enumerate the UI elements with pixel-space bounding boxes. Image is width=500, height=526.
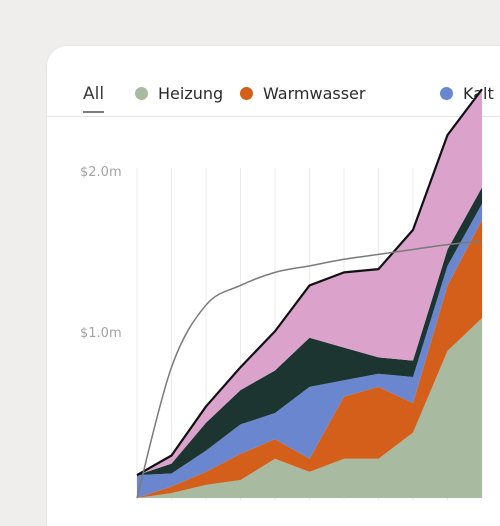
stacked-area-chart: $2.0m $1.0m <box>80 88 483 500</box>
legend-dot-heizung-icon <box>135 87 148 100</box>
area-series-1 <box>137 318 482 498</box>
total-line <box>136 88 483 477</box>
legend-dot-warmwasser-icon <box>240 87 253 100</box>
legend-item-heizung[interactable]: Heizung <box>135 84 223 104</box>
trend-line <box>136 240 483 499</box>
area-series-3 <box>137 203 482 498</box>
legend-item-warmwasser[interactable]: Warmwasser <box>240 84 365 104</box>
chart-areas <box>137 89 482 499</box>
chart-lines <box>136 88 483 499</box>
y-tick-label-top: $2.0m <box>80 165 122 180</box>
legend-label-warmwasser: Warmwasser <box>263 84 366 103</box>
area-series-5 <box>137 89 482 476</box>
area-series-2 <box>137 220 482 499</box>
tab-all[interactable]: All <box>83 84 105 113</box>
y-tick-label-mid: $1.0m <box>80 326 122 341</box>
chart-y-ticks: $2.0m $1.0m <box>80 165 122 341</box>
legend-dot-kalt-icon <box>440 87 453 100</box>
legend-label-heizung: Heizung <box>158 84 224 103</box>
